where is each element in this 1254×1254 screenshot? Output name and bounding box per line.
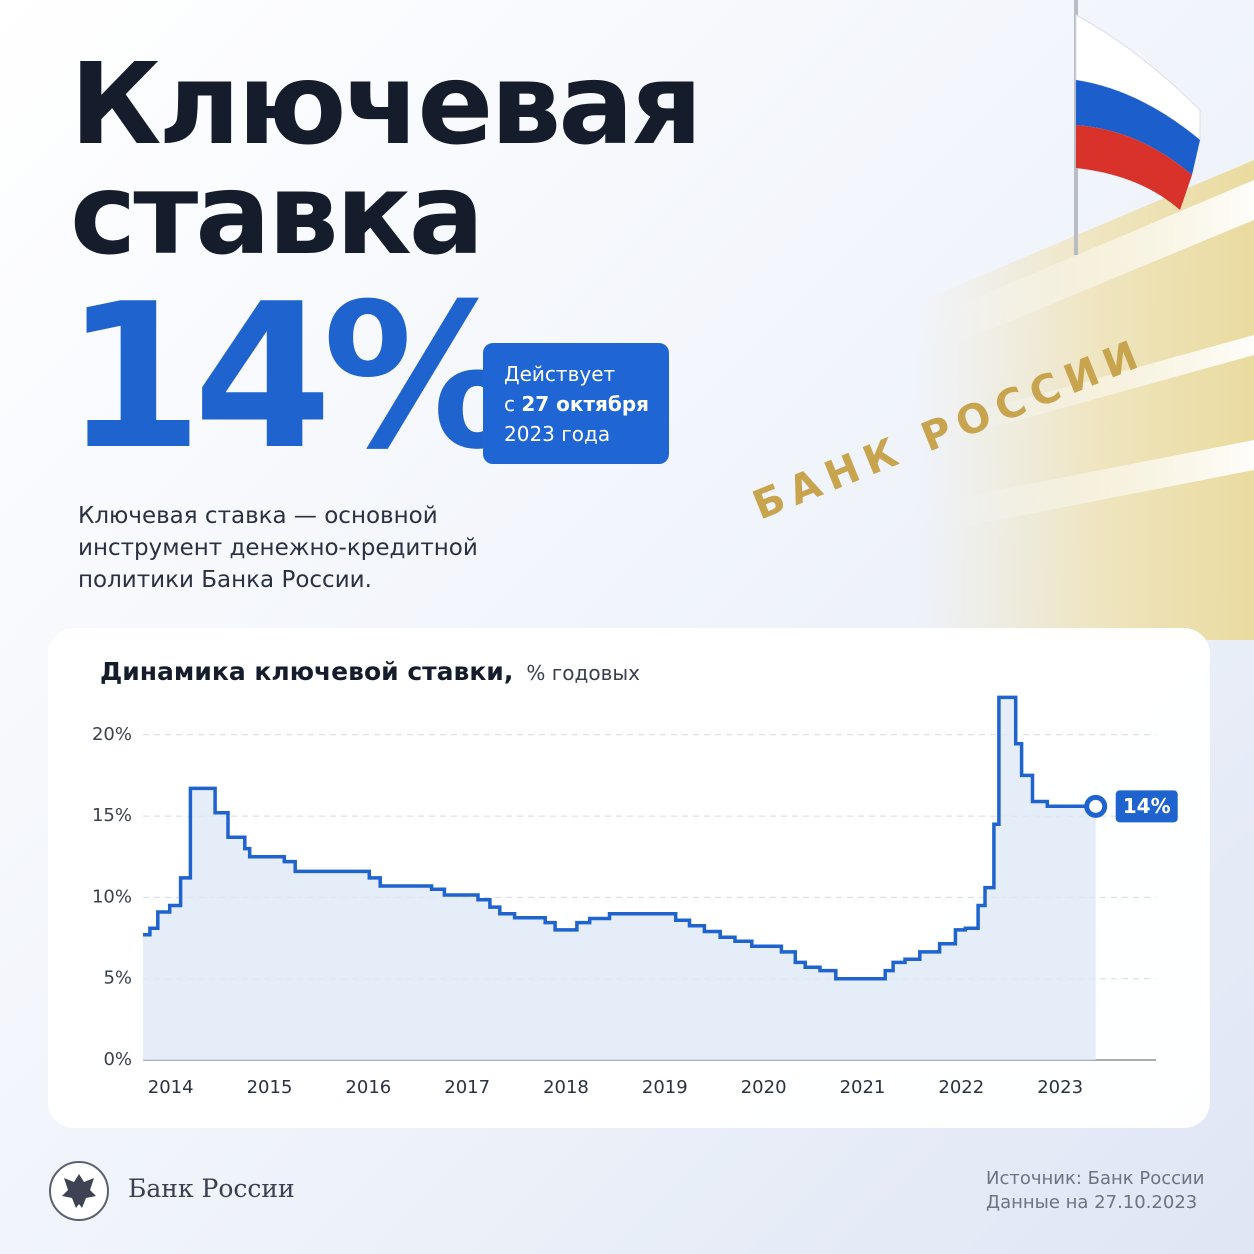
x-tick-label: 2015 [247, 1077, 293, 1098]
cornice [640, 335, 1254, 525]
x-tick-label: 2017 [444, 1077, 490, 1098]
badge-line: 2023 года [504, 422, 611, 446]
x-tick-label: 2023 [1037, 1077, 1083, 1098]
description-line: Ключевая ставка — основной [78, 503, 438, 529]
x-tick-label: 2016 [345, 1077, 391, 1098]
chart-title: Динамика ключевой ставки, % годовых [100, 657, 640, 686]
x-tick-label: 2021 [840, 1077, 886, 1098]
area [143, 697, 1096, 1060]
chart-subtitle: % годовых [526, 661, 640, 685]
x-tick-label: 2019 [642, 1077, 688, 1098]
y-tick-label: 10% [92, 886, 132, 907]
title-line: Ключевая [70, 40, 703, 170]
badge-date: 27 октября [521, 392, 650, 416]
description-line: инструмент денежно-кредитной [78, 535, 478, 561]
y-tick-label: 5% [103, 968, 132, 989]
flag-blue [1076, 80, 1200, 175]
source-line: Источник: Банк России [986, 1168, 1205, 1189]
end-marker [1084, 794, 1108, 818]
annotation: 14% [1123, 794, 1171, 818]
x-tick-label: 2022 [938, 1077, 984, 1098]
source: Источник: Банк России Данные на 27.10.20… [986, 1167, 1204, 1215]
annotation-box [1115, 790, 1178, 823]
source-date: Данные на 27.10.2023 [986, 1192, 1198, 1213]
cornice [640, 440, 1254, 590]
chart-title-main: Динамика ключевой ставки, [100, 657, 513, 686]
badge-line: с 27 октября [504, 389, 669, 419]
y-tick-label: 15% [92, 805, 132, 826]
title-line: ставка [70, 150, 484, 280]
description-line: политики Банка России. [78, 567, 372, 593]
badge-line: Действует [504, 362, 616, 386]
cornice [640, 180, 1254, 475]
logo [49, 1161, 109, 1221]
line [143, 695, 1096, 981]
rate: 14% [64, 261, 523, 494]
title: Ключевая ставка [70, 40, 703, 280]
bank-name: Банк России [128, 1174, 295, 1203]
badge: Действует с 27 октября 2023 года [483, 343, 669, 464]
x-tick-label: 2018 [543, 1077, 589, 1098]
badge-prefix: с [504, 392, 515, 416]
x-tick-label: 2014 [148, 1077, 194, 1098]
flag-red [1076, 125, 1192, 210]
x-tick-label: 2020 [741, 1077, 787, 1098]
y-tick-label: 20% [92, 724, 132, 745]
y-tick-label: 0% [103, 1049, 132, 1070]
description: Ключевая ставка — основной инструмент де… [78, 500, 478, 596]
